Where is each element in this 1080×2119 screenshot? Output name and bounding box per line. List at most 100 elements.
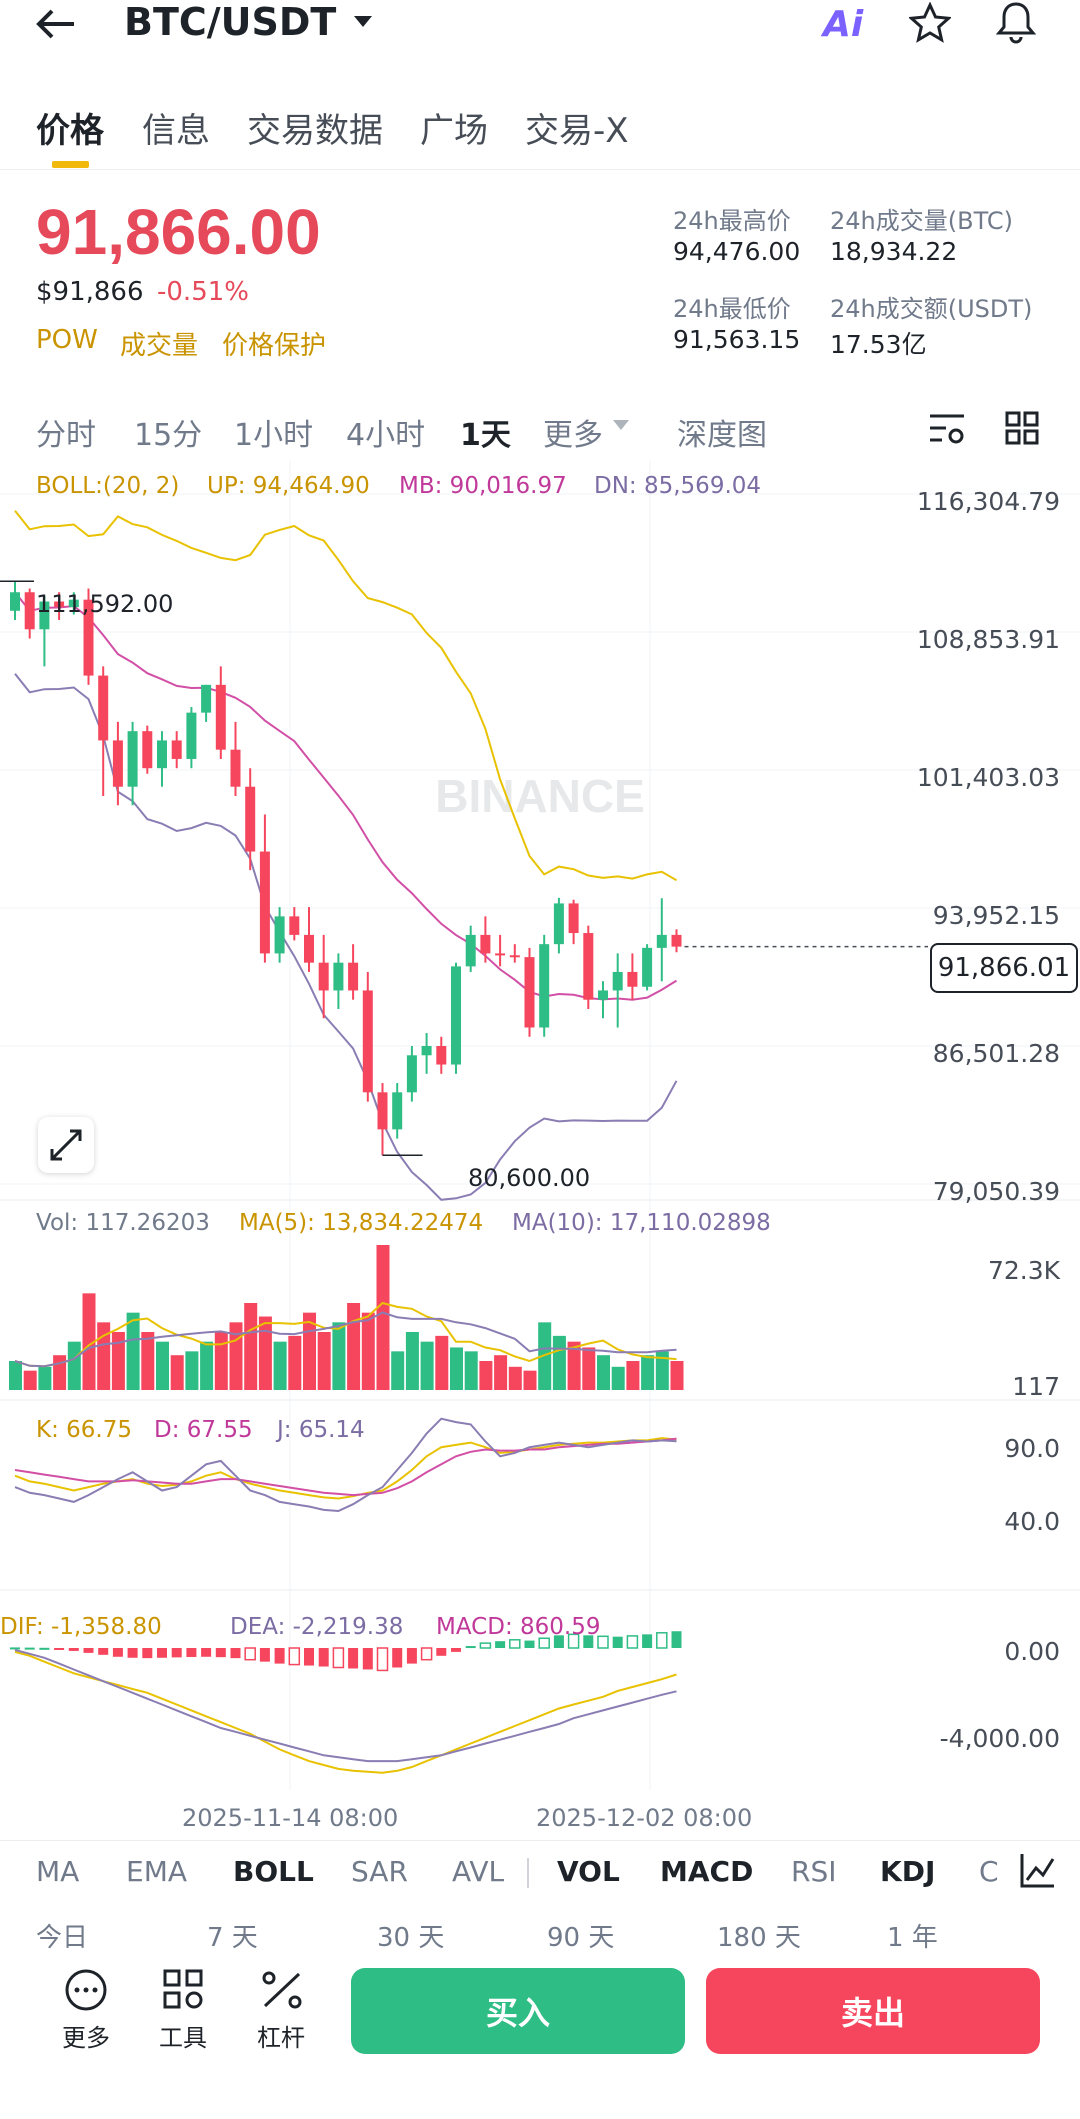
macd-bar — [348, 1648, 359, 1669]
range-90d[interactable]: 90 天 — [547, 1923, 615, 1953]
candle — [127, 721, 138, 806]
range-today[interactable]: 今日 — [36, 1923, 89, 1953]
volume-bar — [200, 1341, 214, 1390]
macd-bar — [127, 1648, 138, 1658]
macd-axis-top: 0.00 — [1004, 1637, 1060, 1666]
volume-bar — [405, 1332, 419, 1390]
chart-grid — [0, 460, 1080, 1790]
macd-bar — [567, 1633, 580, 1649]
ind-kdj[interactable]: KDJ — [880, 1855, 936, 1888]
stat-vol-usdt-label: 24h成交额(USDT) — [830, 295, 1033, 323]
macd-bar — [274, 1648, 285, 1664]
grid-layout-icon[interactable] — [1004, 410, 1040, 446]
ind-sar[interactable]: SAR — [351, 1855, 408, 1888]
ind-vol[interactable]: VOL — [557, 1855, 620, 1888]
volume-bar — [97, 1322, 111, 1390]
ind-rsi[interactable]: RSI — [791, 1855, 837, 1888]
stat-vol-usdt: 17.53亿 — [830, 330, 927, 359]
tools-button[interactable]: 工具 — [143, 1968, 223, 2052]
volume-bar — [464, 1351, 478, 1390]
tab-price[interactable]: 价格 — [36, 111, 104, 151]
leverage-label: 杠杆 — [257, 2024, 305, 2052]
macd-lines — [14, 1649, 677, 1774]
macd-bar — [392, 1648, 403, 1668]
macd-bar — [83, 1648, 94, 1653]
candle-body — [230, 749, 241, 787]
ind-avl[interactable]: AVL — [452, 1855, 505, 1888]
candle-body — [171, 740, 182, 759]
candle — [186, 707, 197, 769]
tag-price-protect[interactable]: 价格保护 — [222, 331, 327, 361]
candle-body — [245, 786, 256, 852]
interval-depth[interactable]: 深度图 — [677, 418, 767, 453]
tools-label: 工具 — [159, 2024, 207, 2052]
leverage-button[interactable]: 杠杆 — [241, 1968, 321, 2052]
ind-macd[interactable]: MACD — [660, 1855, 754, 1888]
tag-pow[interactable]: POW — [36, 325, 98, 355]
volume-bar — [244, 1303, 258, 1390]
candle — [568, 899, 579, 945]
kdj-axis-mid: 40.0 — [1004, 1507, 1060, 1536]
range-7d[interactable]: 7 天 — [207, 1923, 258, 1953]
kdj-d-line — [14, 1437, 677, 1497]
buy-button[interactable]: 买入 — [351, 1968, 685, 2054]
tab-square[interactable]: 广场 — [420, 111, 488, 151]
candle — [157, 731, 167, 787]
interval-15m[interactable]: 15分 — [134, 418, 203, 453]
interval-1d[interactable]: 1天 — [460, 418, 511, 453]
interval-4h[interactable]: 4小时 — [346, 418, 426, 453]
leverage-icon — [262, 1971, 302, 2009]
macd-bar — [68, 1648, 79, 1651]
dropdown-caret-icon[interactable] — [352, 14, 374, 28]
back-arrow-icon[interactable] — [34, 6, 78, 42]
candle-body — [98, 675, 109, 741]
interval-1h[interactable]: 1小时 — [234, 418, 314, 453]
chart-settings-icon[interactable] — [928, 410, 968, 446]
tab-trade-x[interactable]: 交易-X — [525, 111, 629, 151]
date-label-1: 2025-11-14 08:00 — [182, 1804, 399, 1832]
sell-button[interactable]: 卖出 — [706, 1968, 1040, 2054]
range-30d[interactable]: 30 天 — [377, 1923, 445, 1953]
indicator-settings-icon[interactable] — [1018, 1850, 1058, 1890]
ind-more[interactable]: C — [979, 1855, 999, 1888]
macd-bar — [39, 1647, 50, 1650]
ind-ema[interactable]: EMA — [126, 1855, 188, 1888]
kline-chart[interactable]: BINANCE — [0, 460, 1080, 1800]
candle — [201, 684, 212, 722]
ind-ma[interactable]: MA — [36, 1855, 80, 1888]
range-180d[interactable]: 180 天 — [717, 1923, 801, 1953]
candle — [362, 971, 373, 1102]
tab-trade-data[interactable]: 交易数据 — [247, 111, 383, 151]
candle — [289, 907, 300, 941]
macd-bar — [538, 1637, 550, 1649]
macd-bar — [465, 1646, 476, 1649]
volume-bar — [214, 1332, 228, 1390]
expand-chart-button[interactable] — [38, 1117, 94, 1173]
volume-bar — [376, 1245, 390, 1390]
interval-time[interactable]: 分时 — [36, 418, 96, 453]
bell-icon[interactable] — [995, 0, 1037, 46]
volume-bar — [611, 1366, 625, 1390]
candle — [553, 897, 564, 954]
pair-title[interactable]: BTC/USDT — [124, 0, 337, 44]
macd-dea: DEA: -2,219.38 — [230, 1614, 404, 1640]
macd-bar — [362, 1648, 373, 1670]
tag-volume[interactable]: 成交量 — [120, 331, 199, 361]
ind-boll[interactable]: BOLL — [233, 1855, 314, 1888]
ai-icon[interactable]: Ai — [823, 4, 864, 45]
star-icon[interactable] — [909, 2, 951, 44]
active-tab-indicator — [52, 161, 89, 168]
candle-body — [362, 990, 373, 1093]
macd-bar — [259, 1648, 270, 1662]
candle — [539, 934, 550, 1037]
axis-price-3: 93,952.15 — [932, 901, 1060, 930]
range-1y[interactable]: 1 年 — [887, 1923, 938, 1953]
interval-more[interactable]: 更多 — [543, 418, 603, 453]
chevron-down-icon[interactable] — [612, 419, 630, 431]
candle — [83, 588, 94, 685]
more-button[interactable]: 更多 — [46, 1968, 126, 2052]
volume-bar — [567, 1341, 581, 1390]
volume-ma-lines — [14, 1301, 677, 1368]
tab-info[interactable]: 信息 — [142, 111, 210, 151]
volume-bar — [494, 1355, 508, 1390]
